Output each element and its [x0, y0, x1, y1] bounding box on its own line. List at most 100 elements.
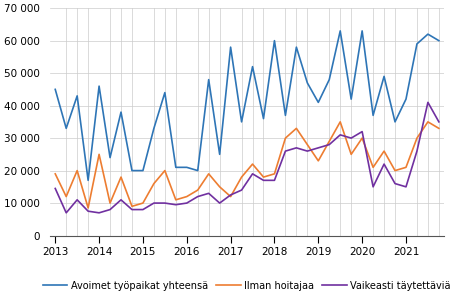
Vaikeasti täytettäviä — [239, 188, 245, 192]
Ilman hoitajaa — [173, 198, 179, 202]
Avoimet työpaikat yhteensä — [294, 45, 299, 49]
Vaikeasti täytettäviä — [140, 208, 146, 211]
Avoimet työpaikat yhteensä — [85, 178, 91, 182]
Avoimet työpaikat yhteensä — [129, 169, 135, 172]
Vaikeasti täytettäviä — [414, 149, 420, 153]
Avoimet työpaikat yhteensä — [272, 39, 277, 43]
Ilman hoitajaa — [53, 172, 58, 176]
Ilman hoitajaa — [195, 188, 201, 192]
Ilman hoitajaa — [239, 175, 245, 179]
Ilman hoitajaa — [403, 165, 409, 169]
Legend: Avoimet työpaikat yhteensä, Ilman hoitajaa, Vaikeasti täytettäviä: Avoimet työpaikat yhteensä, Ilman hoitaj… — [39, 277, 455, 294]
Vaikeasti täytettäviä — [294, 146, 299, 150]
Ilman hoitajaa — [425, 120, 431, 124]
Avoimet työpaikat yhteensä — [173, 165, 179, 169]
Avoimet työpaikat yhteensä — [195, 169, 201, 172]
Ilman hoitajaa — [381, 149, 387, 153]
Vaikeasti täytettäviä — [282, 149, 288, 153]
Ilman hoitajaa — [261, 175, 266, 179]
Vaikeasti täytettäviä — [184, 201, 190, 205]
Ilman hoitajaa — [250, 162, 255, 166]
Line: Avoimet työpaikat yhteensä: Avoimet työpaikat yhteensä — [55, 31, 439, 180]
Avoimet työpaikat yhteensä — [162, 91, 168, 95]
Ilman hoitajaa — [370, 165, 376, 169]
Ilman hoitajaa — [282, 136, 288, 140]
Vaikeasti täytettäviä — [250, 172, 255, 176]
Ilman hoitajaa — [348, 153, 354, 156]
Avoimet työpaikat yhteensä — [359, 29, 365, 33]
Ilman hoitajaa — [359, 136, 365, 140]
Avoimet työpaikat yhteensä — [392, 120, 398, 124]
Avoimet työpaikat yhteensä — [118, 110, 124, 114]
Avoimet työpaikat yhteensä — [228, 45, 234, 49]
Ilman hoitajaa — [85, 206, 91, 210]
Ilman hoitajaa — [294, 127, 299, 130]
Avoimet työpaikat yhteensä — [239, 120, 245, 124]
Avoimet työpaikat yhteensä — [217, 153, 222, 156]
Avoimet työpaikat yhteensä — [63, 127, 69, 130]
Avoimet työpaikat yhteensä — [305, 81, 310, 85]
Ilman hoitajaa — [315, 159, 321, 163]
Vaikeasti täytettäviä — [348, 136, 354, 140]
Vaikeasti täytettäviä — [129, 208, 135, 211]
Vaikeasti täytettäviä — [228, 193, 234, 197]
Avoimet työpaikat yhteensä — [436, 39, 442, 43]
Avoimet työpaikat yhteensä — [282, 114, 288, 117]
Avoimet työpaikat yhteensä — [151, 127, 157, 130]
Avoimet työpaikat yhteensä — [206, 78, 211, 82]
Vaikeasti täytettäviä — [63, 211, 69, 215]
Ilman hoitajaa — [162, 169, 168, 172]
Avoimet työpaikat yhteensä — [425, 32, 431, 36]
Ilman hoitajaa — [140, 201, 146, 205]
Ilman hoitajaa — [436, 127, 442, 130]
Vaikeasti täytettäviä — [173, 203, 179, 207]
Vaikeasti täytettäviä — [151, 201, 157, 205]
Vaikeasti täytettäviä — [381, 162, 387, 166]
Avoimet työpaikat yhteensä — [53, 88, 58, 91]
Vaikeasti täytettäviä — [85, 209, 91, 213]
Vaikeasti täytettäviä — [315, 146, 321, 150]
Avoimet työpaikat yhteensä — [326, 78, 332, 82]
Avoimet työpaikat yhteensä — [403, 97, 409, 101]
Vaikeasti täytettäviä — [370, 185, 376, 189]
Vaikeasti täytettäviä — [195, 195, 201, 198]
Ilman hoitajaa — [184, 195, 190, 198]
Vaikeasti täytettäviä — [392, 182, 398, 185]
Ilman hoitajaa — [63, 195, 69, 198]
Ilman hoitajaa — [392, 169, 398, 172]
Vaikeasti täytettäviä — [337, 133, 343, 137]
Avoimet työpaikat yhteensä — [107, 156, 113, 159]
Avoimet työpaikat yhteensä — [315, 101, 321, 104]
Ilman hoitajaa — [118, 175, 124, 179]
Ilman hoitajaa — [326, 140, 332, 143]
Vaikeasti täytettäviä — [261, 178, 266, 182]
Avoimet työpaikat yhteensä — [348, 97, 354, 101]
Ilman hoitajaa — [129, 204, 135, 208]
Vaikeasti täytettäviä — [96, 211, 102, 215]
Avoimet työpaikat yhteensä — [414, 42, 420, 46]
Vaikeasti täytettäviä — [53, 187, 58, 190]
Ilman hoitajaa — [414, 136, 420, 140]
Avoimet työpaikat yhteensä — [140, 169, 146, 172]
Ilman hoitajaa — [107, 201, 113, 205]
Vaikeasti täytettäviä — [272, 178, 277, 182]
Ilman hoitajaa — [305, 143, 310, 146]
Vaikeasti täytettäviä — [206, 191, 211, 195]
Vaikeasti täytettäviä — [436, 120, 442, 124]
Vaikeasti täytettäviä — [162, 201, 168, 205]
Vaikeasti täytettäviä — [74, 198, 80, 202]
Avoimet työpaikat yhteensä — [74, 94, 80, 98]
Avoimet työpaikat yhteensä — [337, 29, 343, 33]
Vaikeasti täytettäviä — [326, 143, 332, 146]
Ilman hoitajaa — [337, 120, 343, 124]
Vaikeasti täytettäviä — [403, 185, 409, 189]
Line: Ilman hoitajaa: Ilman hoitajaa — [55, 122, 439, 208]
Ilman hoitajaa — [74, 169, 80, 172]
Avoimet työpaikat yhteensä — [370, 114, 376, 117]
Vaikeasti täytettäviä — [217, 201, 222, 205]
Vaikeasti täytettäviä — [425, 101, 431, 104]
Ilman hoitajaa — [206, 172, 211, 176]
Vaikeasti täytettäviä — [359, 130, 365, 133]
Avoimet työpaikat yhteensä — [96, 84, 102, 88]
Ilman hoitajaa — [228, 195, 234, 198]
